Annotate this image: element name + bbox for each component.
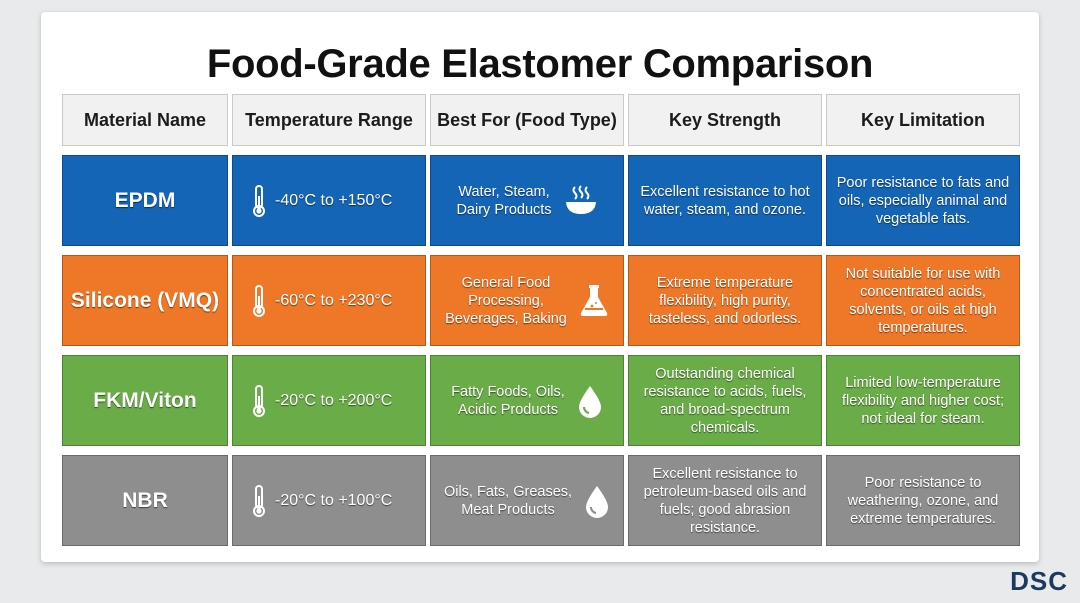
key-limitation-cell: Not suitable for use with concentrated a… (826, 255, 1020, 346)
best-for-line: Fatty Foods, Oils, (451, 383, 565, 400)
dsc-logo: DSC (1010, 566, 1068, 596)
steaming-bowl-icon (564, 184, 598, 218)
key-limitation-cell: Poor resistance to weathering, ozone, an… (826, 455, 1020, 546)
best-for-line: General Food (461, 274, 551, 291)
best-for-text: General Food Processing, Beverages, Baki… (445, 274, 567, 328)
material-name-cell: FKM/Viton (62, 355, 228, 446)
best-for-line: Meat Products (461, 501, 555, 518)
best-for-cell: Water, Steam, Dairy Products (430, 155, 624, 246)
best-for-cell: Fatty Foods, Oils, Acidic Products (430, 355, 624, 446)
header-key-limitation: Key Limitation (826, 94, 1020, 146)
thermometer-icon (251, 384, 267, 418)
best-for-cell: General Food Processing, Beverages, Baki… (430, 255, 624, 346)
comparison-table: Material Name Temperature Range Best For… (62, 94, 1020, 546)
thermometer-icon (251, 284, 267, 318)
best-for-cell: Oils, Fats, Greases, Meat Products (430, 455, 624, 546)
thermometer-icon (251, 484, 267, 518)
key-limitation-cell: Poor resistance to fats and oils, especi… (826, 155, 1020, 246)
comparison-card: Food-Grade Elastomer Comparison Material… (41, 12, 1039, 562)
temperature-cell: -40°C to +150°C (232, 155, 426, 246)
key-strength-cell: Outstanding chemical resistance to acids… (628, 355, 822, 446)
header-key-strength: Key Strength (628, 94, 822, 146)
key-strength-cell: Excellent resistance to petroleum-based … (628, 455, 822, 546)
header-temperature-range: Temperature Range (232, 94, 426, 146)
temperature-cell: -60°C to +230°C (232, 255, 426, 346)
best-for-text: Oils, Fats, Greases, Meat Products (444, 483, 572, 519)
key-limitation-cell: Limited low-temperature flexibility and … (826, 355, 1020, 446)
temperature-cell: -20°C to +200°C (232, 355, 426, 446)
best-for-line: Dairy Products (456, 201, 552, 218)
best-for-line: Oils, Fats, Greases, (443, 483, 573, 500)
droplet-icon (584, 484, 610, 518)
best-for-line: Acidic Products (458, 401, 558, 418)
page-title: Food-Grade Elastomer Comparison (206, 42, 874, 86)
header-best-for: Best For (Food Type) (430, 94, 624, 146)
material-name-cell: NBR (62, 455, 228, 546)
best-for-line: Water, Steam, (458, 183, 550, 200)
material-name-cell: EPDM (62, 155, 228, 246)
temperature-value: -20°C to +100°C (275, 491, 393, 509)
thermometer-icon (251, 184, 267, 218)
droplet-icon (577, 384, 603, 418)
key-strength-cell: Excellent resistance to hot water, steam… (628, 155, 822, 246)
header-material-name: Material Name (62, 94, 228, 146)
temperature-value: -60°C to +230°C (275, 291, 393, 309)
temperature-value: -20°C to +200°C (275, 391, 393, 409)
temperature-cell: -20°C to +100°C (232, 455, 426, 546)
flask-icon (579, 284, 609, 318)
best-for-text: Water, Steam, Dairy Products (456, 183, 551, 219)
temperature-value: -40°C to +150°C (275, 191, 393, 209)
material-name-cell: Silicone (VMQ) (62, 255, 228, 346)
best-for-line: Beverages, Baking (445, 310, 567, 327)
key-strength-cell: Extreme temperature flexibility, high pu… (628, 255, 822, 346)
best-for-line: Processing, (468, 292, 544, 309)
best-for-text: Fatty Foods, Oils, Acidic Products (451, 383, 565, 419)
